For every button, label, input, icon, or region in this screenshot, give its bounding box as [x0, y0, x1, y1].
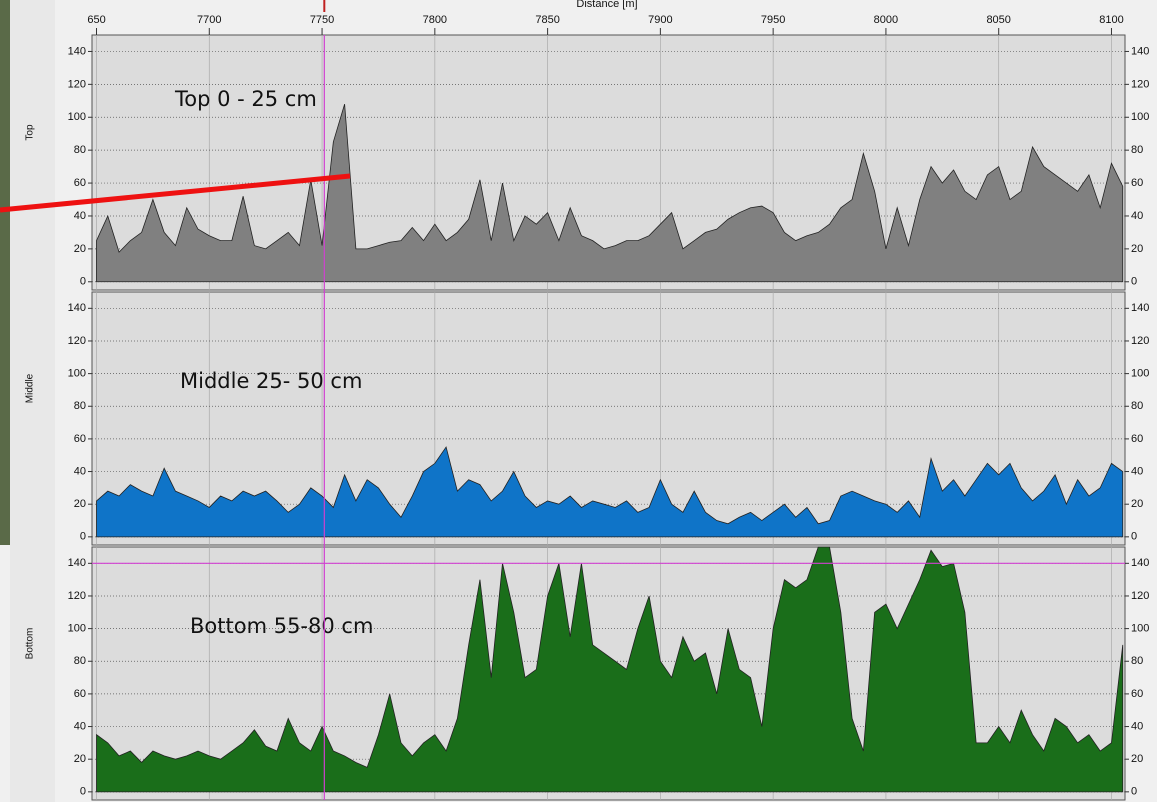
y-tick-label: 120 — [68, 335, 86, 347]
y2-tick-label: 120 — [1131, 590, 1149, 602]
y-tick-label: 0 — [80, 786, 86, 798]
photo-strip — [0, 0, 10, 545]
y2-tick-label: 100 — [1131, 111, 1149, 123]
y-tick-label: 20 — [74, 243, 86, 255]
annotation: Top 0 - 25 cm — [174, 87, 317, 111]
x-tick-label: 7950 — [761, 14, 785, 26]
pointer-line — [0, 173, 351, 213]
label-column — [10, 0, 55, 802]
y2-tick-label: 40 — [1131, 465, 1143, 477]
annotation: Middle 25- 50 cm — [180, 369, 362, 393]
y-tick-label: 140 — [68, 45, 86, 57]
x-tick-label: 7750 — [310, 14, 334, 26]
y2-tick-label: 20 — [1131, 243, 1143, 255]
y2-tick-label: 140 — [1131, 557, 1149, 569]
y2-tick-label: 140 — [1131, 45, 1149, 57]
y2-tick-label: 120 — [1131, 335, 1149, 347]
y-tick-label: 120 — [68, 78, 86, 90]
x-tick-label: 7800 — [423, 14, 447, 26]
y2-tick-label: 80 — [1131, 400, 1143, 412]
area — [96, 546, 1124, 793]
x-tick-label: 8000 — [874, 14, 898, 26]
y-tick-label: 80 — [74, 655, 86, 667]
area — [96, 446, 1124, 538]
area — [96, 103, 1124, 283]
x-tick-label: 8100 — [1099, 14, 1123, 26]
x-tick-label: 650 — [87, 14, 105, 26]
annotation: Bottom 55-80 cm — [190, 614, 373, 638]
y-tick-label: 140 — [68, 557, 86, 569]
y2-tick-label: 20 — [1131, 753, 1143, 765]
y2-tick-label: 80 — [1131, 144, 1143, 156]
x-tick-label: 7700 — [197, 14, 221, 26]
y2-tick-label: 40 — [1131, 720, 1143, 732]
panel-label: Top — [25, 124, 36, 141]
y-tick-label: 100 — [68, 368, 86, 380]
y2-tick-label: 0 — [1131, 276, 1137, 288]
y2-tick-label: 20 — [1131, 498, 1143, 510]
y2-tick-label: 60 — [1131, 433, 1143, 445]
y-tick-label: 60 — [74, 177, 86, 189]
y-tick-label: 80 — [74, 144, 86, 156]
y-tick-label: 20 — [74, 498, 86, 510]
y2-tick-label: 80 — [1131, 655, 1143, 667]
y2-tick-label: 60 — [1131, 177, 1143, 189]
y-tick-label: 40 — [74, 210, 86, 222]
y2-tick-label: 40 — [1131, 210, 1143, 222]
x-tick-label: 7850 — [535, 14, 559, 26]
y-tick-label: 100 — [68, 111, 86, 123]
y2-tick-label: 120 — [1131, 78, 1149, 90]
y-tick-label: 60 — [74, 688, 86, 700]
y2-tick-label: 100 — [1131, 368, 1149, 380]
y2-tick-label: 140 — [1131, 302, 1149, 314]
y2-tick-label: 60 — [1131, 688, 1143, 700]
y-tick-label: 0 — [80, 531, 86, 543]
y-tick-label: 60 — [74, 433, 86, 445]
y-tick-label: 20 — [74, 753, 86, 765]
y-tick-label: 100 — [68, 623, 86, 635]
x-tick-label: 7900 — [648, 14, 672, 26]
y-tick-label: 140 — [68, 302, 86, 314]
y-tick-label: 0 — [80, 276, 86, 288]
y-tick-label: 120 — [68, 590, 86, 602]
y-tick-label: 40 — [74, 720, 86, 732]
y2-tick-label: 0 — [1131, 531, 1137, 543]
y-tick-label: 80 — [74, 400, 86, 412]
panel-label: Bottom — [25, 628, 36, 660]
y2-tick-label: 100 — [1131, 623, 1149, 635]
y2-tick-label: 0 — [1131, 786, 1137, 798]
panel-label: Middle — [25, 373, 36, 403]
x-axis-title: Distance [m] — [576, 0, 637, 10]
y-tick-label: 40 — [74, 465, 86, 477]
x-tick-label: 8050 — [986, 14, 1010, 26]
